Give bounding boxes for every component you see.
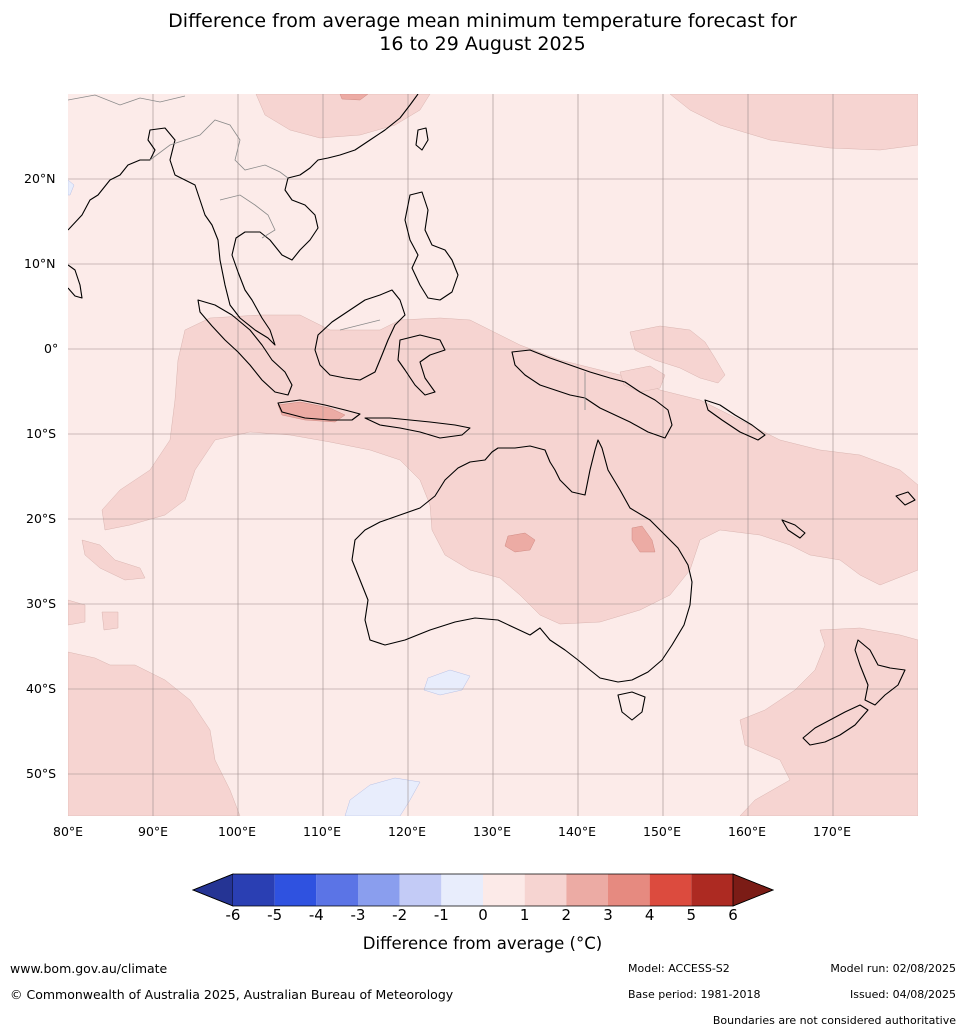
model-run-text: Model run: 02/08/2025 bbox=[830, 962, 956, 975]
coast-india-east bbox=[68, 264, 83, 299]
lat-label-50s: 50°S bbox=[26, 766, 57, 781]
lon-label-100e: 100°E bbox=[218, 824, 257, 839]
page-title: Difference from average mean minimum tem… bbox=[0, 10, 965, 56]
colorbar-tick-label: -2 bbox=[392, 906, 408, 924]
coast-new-caledonia bbox=[781, 519, 806, 539]
colorbar-tick-label: 6 bbox=[728, 906, 738, 924]
lat-label-10s: 10°S bbox=[26, 426, 57, 441]
colorbar-tick-label: 3 bbox=[603, 906, 613, 924]
anomaly-maritime-australia bbox=[101, 314, 918, 625]
lat-label-40s: 40°S bbox=[26, 681, 57, 696]
lat-label-30s: 30°S bbox=[26, 596, 57, 611]
lon-label-80e: 80°E bbox=[53, 824, 84, 839]
colorbar-label: Difference from average (°C) bbox=[362, 934, 603, 953]
anomaly-west-edge bbox=[68, 599, 86, 626]
title-line-1: Difference from average mean minimum tem… bbox=[168, 10, 797, 32]
border-borneo bbox=[339, 319, 381, 331]
coast-tasmania bbox=[617, 691, 646, 721]
lon-label-120e: 120°E bbox=[388, 824, 427, 839]
lat-label-20s: 20°S bbox=[26, 511, 57, 526]
anomaly-china-coast bbox=[339, 94, 369, 101]
lon-label-150e: 150°E bbox=[643, 824, 682, 839]
country-borders bbox=[68, 94, 586, 410]
copyright-text: © Commonwealth of Australia 2025, Austra… bbox=[10, 987, 454, 1002]
base-period-text: Base period: 1981-2018 bbox=[628, 988, 761, 1001]
anomaly-1-2-regions bbox=[68, 94, 918, 816]
gridlines bbox=[68, 94, 918, 816]
coast-australia bbox=[351, 439, 693, 683]
anomaly-west-indian-small bbox=[68, 179, 75, 196]
anomaly-west-indian bbox=[81, 539, 146, 581]
coast-solomons bbox=[704, 399, 766, 441]
colorbar-tick-label: 5 bbox=[686, 906, 697, 924]
lon-label-130e: 130°E bbox=[473, 824, 512, 839]
coastlines bbox=[68, 94, 916, 746]
coast-sumatra bbox=[197, 299, 293, 396]
anomaly-queensland bbox=[631, 525, 656, 553]
lon-label-170e: 170°E bbox=[813, 824, 852, 839]
colorbar-tick-label: 1 bbox=[519, 906, 530, 924]
anomaly-tasman-sea bbox=[739, 627, 918, 816]
title-line-2: 16 to 29 August 2025 bbox=[379, 33, 586, 55]
anomaly-northwest-pacific bbox=[669, 94, 918, 151]
coast-nz-south bbox=[802, 704, 869, 746]
lat-label-20n: 20°N bbox=[24, 171, 56, 186]
coast-nz-north bbox=[854, 639, 906, 706]
coast-borneo bbox=[314, 289, 406, 381]
lon-label-140e: 140°E bbox=[558, 824, 597, 839]
anomaly-png-north bbox=[619, 365, 666, 393]
anomaly-central-australia bbox=[504, 532, 536, 553]
anomaly-far-west bbox=[101, 611, 119, 631]
colorbar-tick-label: -5 bbox=[267, 906, 283, 924]
colorbar-tick-label: -6 bbox=[225, 906, 241, 924]
coast-lesser-sundas bbox=[364, 417, 471, 439]
coast-asia-mainland bbox=[68, 94, 419, 346]
anomaly-south-china-sea bbox=[255, 94, 431, 139]
disclaimer-text: Boundaries are not considered authoritat… bbox=[712, 1014, 956, 1027]
coast-new-guinea bbox=[511, 349, 673, 439]
lat-label-10n: 10°N bbox=[24, 256, 56, 271]
coast-taiwan bbox=[415, 127, 429, 151]
website-text: www.bom.gov.au/climate bbox=[10, 961, 168, 976]
lon-label-110e: 110°E bbox=[303, 824, 342, 839]
colorbar-tick-label: -3 bbox=[350, 906, 366, 924]
anomaly-png-east bbox=[629, 325, 726, 384]
anomaly-southern-ocean bbox=[344, 777, 421, 816]
coast-java bbox=[277, 399, 361, 421]
colorbar-tick-label: 0 bbox=[478, 906, 488, 924]
model-text: Model: ACCESS-S2 bbox=[628, 962, 730, 975]
lat-label-0: 0° bbox=[44, 341, 59, 356]
coast-philippines bbox=[404, 191, 459, 301]
colorbar-tick-label: 4 bbox=[644, 906, 655, 924]
anomaly-southwest-ocean bbox=[68, 651, 241, 816]
border-china-north bbox=[68, 94, 186, 106]
coast-sulawesi bbox=[397, 334, 446, 396]
colorbar-tick-label: 2 bbox=[561, 906, 572, 924]
border-mainland bbox=[149, 119, 289, 179]
anomaly-java bbox=[277, 401, 346, 423]
colorbar-tick-label: -1 bbox=[433, 906, 449, 924]
anomaly-2-3-regions bbox=[277, 94, 656, 553]
colorbar-tick-label: -4 bbox=[308, 906, 324, 924]
lon-label-90e: 90°E bbox=[138, 824, 169, 839]
issued-text: Issued: 04/08/2025 bbox=[849, 988, 956, 1001]
border-indochina bbox=[219, 194, 276, 239]
lon-label-160e: 160°E bbox=[728, 824, 767, 839]
coast-fiji bbox=[895, 491, 916, 506]
